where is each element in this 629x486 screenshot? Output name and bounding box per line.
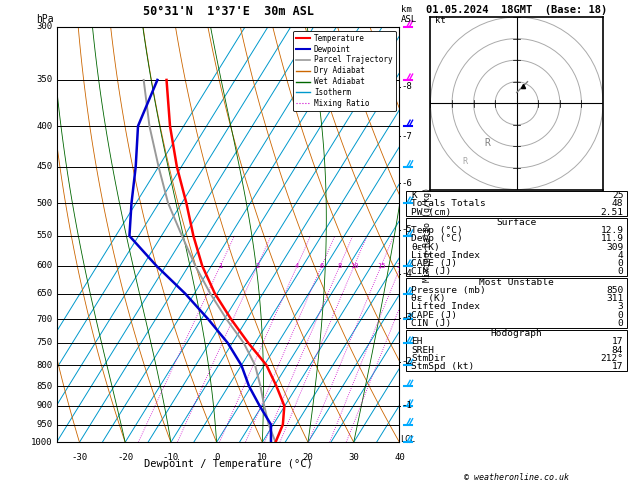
Text: K: K — [411, 191, 417, 200]
Text: R: R — [463, 156, 468, 166]
Text: km
ASL: km ASL — [401, 5, 417, 24]
Text: 350: 350 — [36, 75, 52, 85]
Text: -20: -20 — [117, 452, 133, 462]
Text: 1: 1 — [218, 263, 223, 269]
Text: Hodograph: Hodograph — [491, 329, 543, 338]
Text: Temp (°C): Temp (°C) — [411, 226, 463, 235]
Text: -4: -4 — [401, 269, 412, 278]
Text: 0: 0 — [618, 267, 623, 277]
Text: CIN (J): CIN (J) — [411, 267, 452, 277]
Text: 750: 750 — [36, 338, 52, 347]
Text: 2: 2 — [255, 263, 259, 269]
Text: 48: 48 — [612, 199, 623, 208]
Text: 4: 4 — [618, 251, 623, 260]
Legend: Temperature, Dewpoint, Parcel Trajectory, Dry Adiabat, Wet Adiabat, Isotherm, Mi: Temperature, Dewpoint, Parcel Trajectory… — [293, 31, 396, 111]
Text: -5: -5 — [401, 225, 412, 234]
Text: 300: 300 — [36, 22, 52, 31]
Text: -10: -10 — [163, 452, 179, 462]
Text: 1000: 1000 — [31, 438, 52, 447]
Text: 850: 850 — [36, 382, 52, 391]
Text: 17: 17 — [612, 337, 623, 347]
Text: Dewp (°C): Dewp (°C) — [411, 234, 463, 243]
Text: CIN (J): CIN (J) — [411, 319, 452, 328]
Text: Totals Totals: Totals Totals — [411, 199, 486, 208]
Text: 311: 311 — [606, 294, 623, 303]
Text: 30: 30 — [348, 452, 359, 462]
Text: -2: -2 — [401, 357, 412, 366]
Text: θε(K): θε(K) — [411, 243, 440, 252]
Text: 12.9: 12.9 — [600, 226, 623, 235]
Text: 4: 4 — [295, 263, 299, 269]
Text: 84: 84 — [612, 346, 623, 355]
Text: Pressure (mb): Pressure (mb) — [411, 286, 486, 295]
Text: 10: 10 — [350, 263, 359, 269]
Text: © weatheronline.co.uk: © weatheronline.co.uk — [464, 473, 569, 482]
Text: 650: 650 — [36, 289, 52, 298]
Text: -7: -7 — [401, 132, 412, 141]
Text: 10: 10 — [257, 452, 268, 462]
Text: 11.9: 11.9 — [600, 234, 623, 243]
Text: SREH: SREH — [411, 346, 435, 355]
Text: EH: EH — [411, 337, 423, 347]
Text: 15: 15 — [377, 263, 386, 269]
Text: -30: -30 — [72, 452, 87, 462]
Text: kt: kt — [435, 17, 445, 25]
Text: -1: -1 — [401, 401, 412, 410]
Text: 950: 950 — [36, 420, 52, 429]
Text: PW (cm): PW (cm) — [411, 208, 452, 217]
Text: 01.05.2024  18GMT  (Base: 18): 01.05.2024 18GMT (Base: 18) — [426, 5, 608, 15]
Text: 900: 900 — [36, 401, 52, 410]
Text: hPa: hPa — [36, 14, 53, 24]
Text: 500: 500 — [36, 199, 52, 208]
Text: 8: 8 — [338, 263, 342, 269]
Text: 450: 450 — [36, 162, 52, 171]
Text: Lifted Index: Lifted Index — [411, 302, 481, 312]
Text: 2.51: 2.51 — [600, 208, 623, 217]
Text: -6: -6 — [401, 179, 412, 188]
Text: 40: 40 — [394, 452, 405, 462]
Text: Lifted Index: Lifted Index — [411, 251, 481, 260]
Text: 800: 800 — [36, 361, 52, 370]
Text: 0: 0 — [618, 259, 623, 268]
Text: CAPE (J): CAPE (J) — [411, 311, 457, 320]
Text: -8: -8 — [401, 82, 412, 91]
Text: 600: 600 — [36, 261, 52, 270]
Text: Most Unstable: Most Unstable — [479, 278, 554, 287]
Text: StmSpd (kt): StmSpd (kt) — [411, 362, 475, 371]
Text: 550: 550 — [36, 231, 52, 241]
Text: Dewpoint / Temperature (°C): Dewpoint / Temperature (°C) — [143, 459, 313, 469]
Text: 850: 850 — [606, 286, 623, 295]
Text: R: R — [484, 139, 490, 148]
Text: 20: 20 — [396, 263, 405, 269]
Text: 0: 0 — [618, 311, 623, 320]
Text: 50°31'N  1°37'E  30m ASL: 50°31'N 1°37'E 30m ASL — [143, 5, 313, 18]
Text: -3: -3 — [401, 313, 412, 322]
Text: 400: 400 — [36, 122, 52, 131]
Text: 20: 20 — [303, 452, 313, 462]
Text: 6: 6 — [320, 263, 324, 269]
Text: θε (K): θε (K) — [411, 294, 446, 303]
Text: 309: 309 — [606, 243, 623, 252]
Text: 3: 3 — [618, 302, 623, 312]
Text: StmDir: StmDir — [411, 354, 446, 363]
Text: 0: 0 — [618, 319, 623, 328]
Text: 212°: 212° — [600, 354, 623, 363]
Text: 700: 700 — [36, 314, 52, 324]
Text: 17: 17 — [612, 362, 623, 371]
Text: LCL: LCL — [400, 435, 415, 444]
Text: 0: 0 — [214, 452, 220, 462]
Text: 25: 25 — [612, 191, 623, 200]
Text: Mixing Ratio (g/kg): Mixing Ratio (g/kg) — [423, 187, 432, 282]
Text: CAPE (J): CAPE (J) — [411, 259, 457, 268]
Text: Surface: Surface — [497, 218, 537, 227]
